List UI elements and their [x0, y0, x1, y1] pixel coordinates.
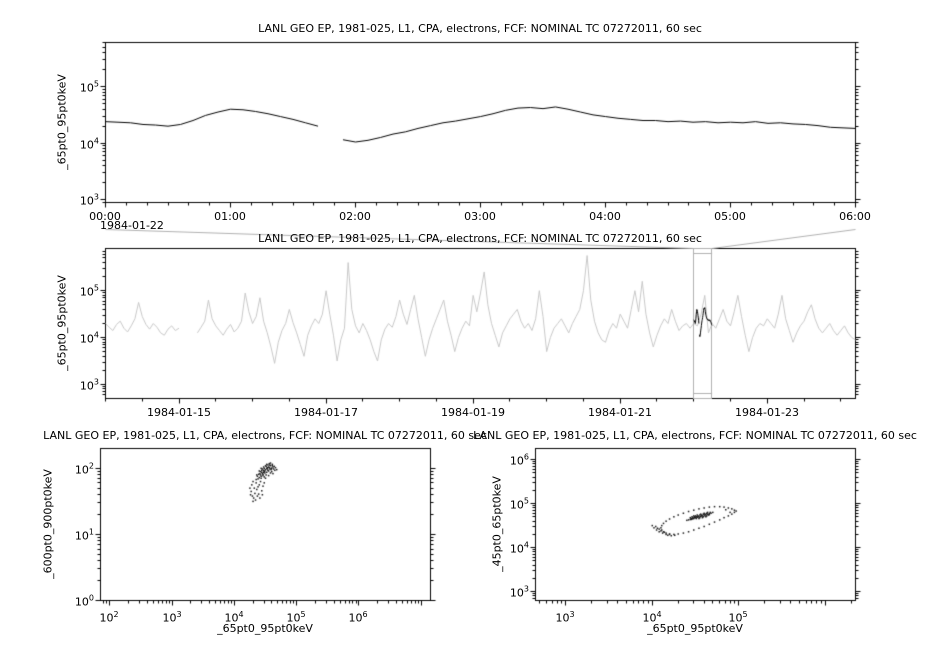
panel-bottom-left-title: LANL GEO EP, 1981-025, L1, CPA, electron… [43, 429, 487, 442]
x-tick-label: 05:00 [714, 210, 746, 223]
y-tick-label: 103 [79, 377, 99, 393]
y-tick-label: 102 [74, 461, 94, 477]
x-tick-label: 105 [286, 610, 306, 625]
panel-middle-title: LANL GEO EP, 1981-025, L1, CPA, electron… [258, 232, 702, 245]
plot-area-middle[interactable] [105, 248, 855, 398]
x-tick-label: 104 [642, 610, 662, 625]
y-tick-label: 105 [509, 496, 529, 512]
y-tick-label: 105 [79, 283, 99, 299]
x-tick-label: 105 [728, 610, 748, 625]
x-tick-label: 106 [348, 610, 368, 625]
y-tick-label: 106 [509, 452, 529, 468]
y-tick-label: 104 [79, 330, 99, 346]
x-tick-label: 1984-01-21 [588, 406, 652, 419]
x-tick-label: 1984-01-23 [735, 406, 799, 419]
panel-bottom-right-title: LANL GEO EP, 1981-025, L1, CPA, electron… [473, 429, 917, 442]
x-tick-label: 103 [555, 610, 575, 625]
y-tick-label: 104 [79, 136, 99, 152]
x-tick-label: 01:00 [214, 210, 246, 223]
x-tick-label: 1984-01-15 [147, 406, 211, 419]
zoom-selection-box[interactable] [693, 248, 711, 398]
y-tick-label: 103 [509, 584, 529, 600]
y-tick-label: 105 [79, 79, 99, 95]
x-tick-label: 1984-01-17 [294, 406, 358, 419]
x-axis-label-bottom-right: _65pt0_95pt0keV [647, 622, 743, 635]
y-axis-label-bottom-right: _45pt0_65pt0keV [490, 476, 504, 572]
plot-area-bottom-right[interactable] [535, 448, 855, 600]
x-tick-label: 02:00 [339, 210, 371, 223]
y-tick-label: 103 [79, 192, 99, 208]
y-axis-label-bottom-left: _600pt0_900pt0keV [41, 469, 55, 579]
plot-area-bottom-left[interactable] [100, 448, 430, 600]
x-axis-date-label: 1984-01-22 [100, 219, 164, 232]
y-tick-label: 100 [74, 593, 94, 609]
x-tick-label: 00:00 [89, 210, 121, 223]
x-tick-label: 06:00 [839, 210, 871, 223]
x-tick-label: 1984-01-19 [441, 406, 505, 419]
panel-top-title: LANL GEO EP, 1981-025, L1, CPA, electron… [258, 22, 702, 35]
y-tick-label: 104 [509, 540, 529, 556]
x-tick-label: 03:00 [464, 210, 496, 223]
y-tick-label: 101 [74, 527, 94, 543]
x-tick-label: 04:00 [589, 210, 621, 223]
x-tick-label: 103 [162, 610, 182, 625]
x-tick-label: 104 [224, 610, 244, 625]
x-tick-label: 102 [99, 610, 119, 625]
plot-area-top[interactable] [105, 42, 855, 202]
x-axis-label-bottom-left: _65pt0_95pt0keV [217, 622, 313, 635]
